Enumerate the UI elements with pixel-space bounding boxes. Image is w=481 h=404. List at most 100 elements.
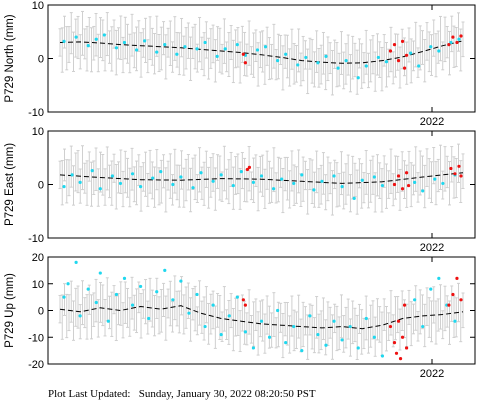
red-point <box>447 303 451 307</box>
cyan-point <box>251 180 256 184</box>
cyan-point <box>134 48 139 52</box>
cyan-point <box>413 298 417 302</box>
cyan-point <box>304 55 308 60</box>
cyan-point <box>332 319 336 323</box>
y-axis-label: P729 East (mm) <box>4 143 16 226</box>
y-tick-label: -20 <box>28 359 44 371</box>
cyan-point <box>259 319 264 323</box>
red-point <box>451 292 455 297</box>
cyan-point <box>308 314 312 318</box>
red-point <box>398 357 403 361</box>
cyan-point <box>62 185 66 189</box>
trend-line <box>59 305 464 330</box>
cyan-point <box>340 185 344 189</box>
cyan-point <box>159 170 163 174</box>
cyan-point <box>175 52 179 56</box>
red-point <box>245 167 249 172</box>
cyan-point <box>449 40 453 45</box>
cyan-point <box>86 287 90 291</box>
red-point <box>455 40 459 45</box>
cyan-point <box>78 180 82 184</box>
cyan-point <box>139 185 143 189</box>
red-point <box>404 171 409 175</box>
cyan-point <box>227 314 231 318</box>
cyan-point <box>203 324 207 329</box>
red-point <box>396 59 401 63</box>
cyan-point <box>280 177 284 181</box>
cyan-point <box>348 324 352 329</box>
cyan-point <box>86 44 90 48</box>
cyan-point <box>316 61 320 65</box>
cyan-point <box>259 174 264 178</box>
red-point <box>241 298 245 302</box>
cyan-point <box>139 284 143 289</box>
red-point <box>388 324 393 329</box>
cyan-point <box>251 346 256 350</box>
x-tick-label: 2022 <box>420 368 444 380</box>
cyan-point <box>284 341 288 345</box>
cyan-point <box>110 174 114 178</box>
cyan-point <box>340 338 344 342</box>
panel-1: 10 0 -10 2022 P729 East (mm) <box>4 126 476 254</box>
red-point <box>396 319 401 323</box>
red-point <box>392 182 397 187</box>
cyan-point <box>62 295 66 299</box>
cyan-point <box>219 173 223 177</box>
y-tick-label: -10 <box>28 107 44 119</box>
cyan-point <box>296 63 300 67</box>
red-point <box>400 39 405 43</box>
cyan-point <box>187 311 191 315</box>
cyan-point <box>332 174 336 178</box>
panel-2: 20 10 0 -10 -20 2022 P729 Up (mm) <box>4 252 476 380</box>
cyan-point <box>364 64 368 68</box>
cyan-point <box>316 332 320 337</box>
cyan-point <box>102 33 106 37</box>
cyan-point <box>179 279 183 283</box>
red-point <box>241 52 245 56</box>
panel-0: 10 0 -10 2022 P729 North (mm) <box>4 0 476 128</box>
red-point <box>394 351 399 355</box>
cyan-point <box>384 60 389 64</box>
footer-timestamp: Sunday, January 30, 2022 08:20:50 PST <box>138 388 316 400</box>
cyan-point <box>122 276 127 280</box>
cyan-point <box>271 187 276 191</box>
red-point <box>449 166 453 171</box>
cyan-point <box>98 271 102 275</box>
y-tick-label: 10 <box>32 0 44 12</box>
red-point <box>392 341 397 345</box>
cyan-point <box>243 330 247 334</box>
cyan-point <box>312 188 316 192</box>
red-point <box>388 49 393 53</box>
cyan-point <box>114 46 119 50</box>
cyan-point <box>98 187 102 191</box>
cyan-point <box>292 181 296 186</box>
cyan-point <box>356 346 360 350</box>
cyan-point <box>284 52 288 56</box>
cyan-point <box>239 170 243 174</box>
cyan-point <box>276 59 280 63</box>
cyan-point <box>429 45 433 49</box>
cyan-point <box>74 35 78 39</box>
red-point <box>404 346 409 350</box>
cyan-point <box>437 276 441 280</box>
cyan-point <box>235 295 239 299</box>
cyan-point <box>235 42 239 47</box>
red-point <box>459 34 463 38</box>
cyan-point <box>203 40 207 45</box>
cyan-point <box>155 50 159 54</box>
cyan-point <box>409 51 413 55</box>
red-point <box>457 164 461 168</box>
cyan-point <box>171 182 175 187</box>
cyan-point <box>171 298 175 302</box>
cyan-point <box>211 179 215 183</box>
cyan-point <box>380 183 384 188</box>
red-point <box>400 335 405 339</box>
cyan-point <box>219 332 223 337</box>
y-tick-label: 10 <box>32 126 44 138</box>
cyan-point <box>195 47 199 51</box>
cyan-point <box>421 324 425 329</box>
cyan-point <box>453 319 457 323</box>
cyan-point <box>421 189 425 193</box>
cyan-point <box>457 37 461 41</box>
